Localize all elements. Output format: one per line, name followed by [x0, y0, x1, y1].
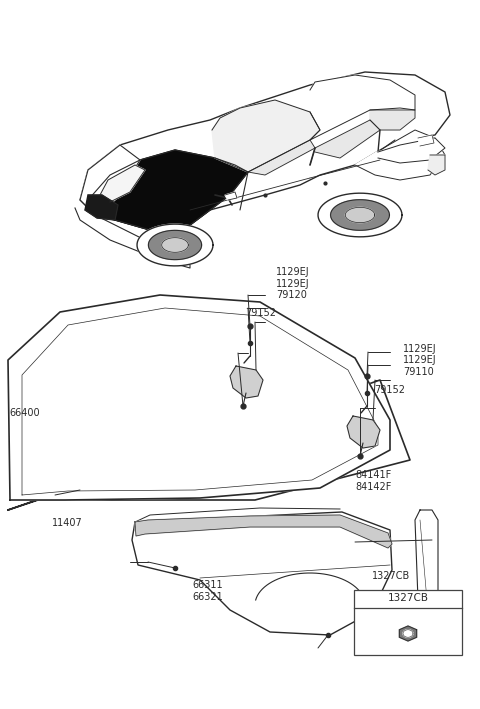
Text: 1129EJ: 1129EJ [403, 355, 437, 365]
Polygon shape [8, 380, 410, 510]
Text: 1327CB: 1327CB [372, 571, 410, 581]
Polygon shape [345, 207, 375, 223]
Text: 1129EJ: 1129EJ [276, 267, 310, 277]
Polygon shape [162, 238, 188, 252]
Polygon shape [230, 366, 263, 398]
Polygon shape [347, 416, 380, 448]
Text: 11407: 11407 [52, 518, 83, 527]
Text: 1327CB: 1327CB [387, 593, 429, 603]
Polygon shape [403, 630, 413, 637]
Polygon shape [428, 155, 445, 175]
Polygon shape [88, 150, 248, 258]
Polygon shape [415, 510, 438, 618]
Polygon shape [418, 135, 434, 146]
Polygon shape [378, 138, 445, 163]
Polygon shape [355, 130, 445, 180]
Polygon shape [399, 626, 417, 641]
Text: 79110: 79110 [403, 367, 434, 376]
Polygon shape [331, 200, 389, 230]
Polygon shape [318, 193, 402, 237]
Text: 66400: 66400 [10, 408, 40, 418]
Text: 1129EJ: 1129EJ [276, 279, 310, 289]
Polygon shape [85, 195, 118, 220]
Text: 84141F: 84141F [355, 470, 392, 480]
Bar [354, 590, 462, 655]
Polygon shape [135, 515, 392, 548]
Text: 84142F: 84142F [355, 482, 392, 492]
Polygon shape [370, 110, 415, 130]
Polygon shape [80, 145, 140, 215]
Text: 79152: 79152 [374, 385, 406, 395]
Polygon shape [148, 230, 202, 259]
Polygon shape [248, 140, 315, 175]
Polygon shape [315, 120, 380, 158]
Text: 66311: 66311 [192, 580, 223, 590]
Polygon shape [225, 192, 237, 200]
Polygon shape [212, 100, 320, 172]
Text: 1129EJ: 1129EJ [403, 344, 437, 354]
Polygon shape [132, 512, 392, 635]
Text: 66321: 66321 [192, 592, 223, 602]
Polygon shape [75, 200, 190, 268]
Text: 79120: 79120 [276, 290, 307, 300]
Text: 79152: 79152 [245, 308, 276, 318]
Polygon shape [8, 295, 390, 500]
Polygon shape [310, 75, 415, 140]
Polygon shape [80, 72, 450, 258]
Polygon shape [100, 165, 145, 202]
Polygon shape [137, 224, 213, 266]
